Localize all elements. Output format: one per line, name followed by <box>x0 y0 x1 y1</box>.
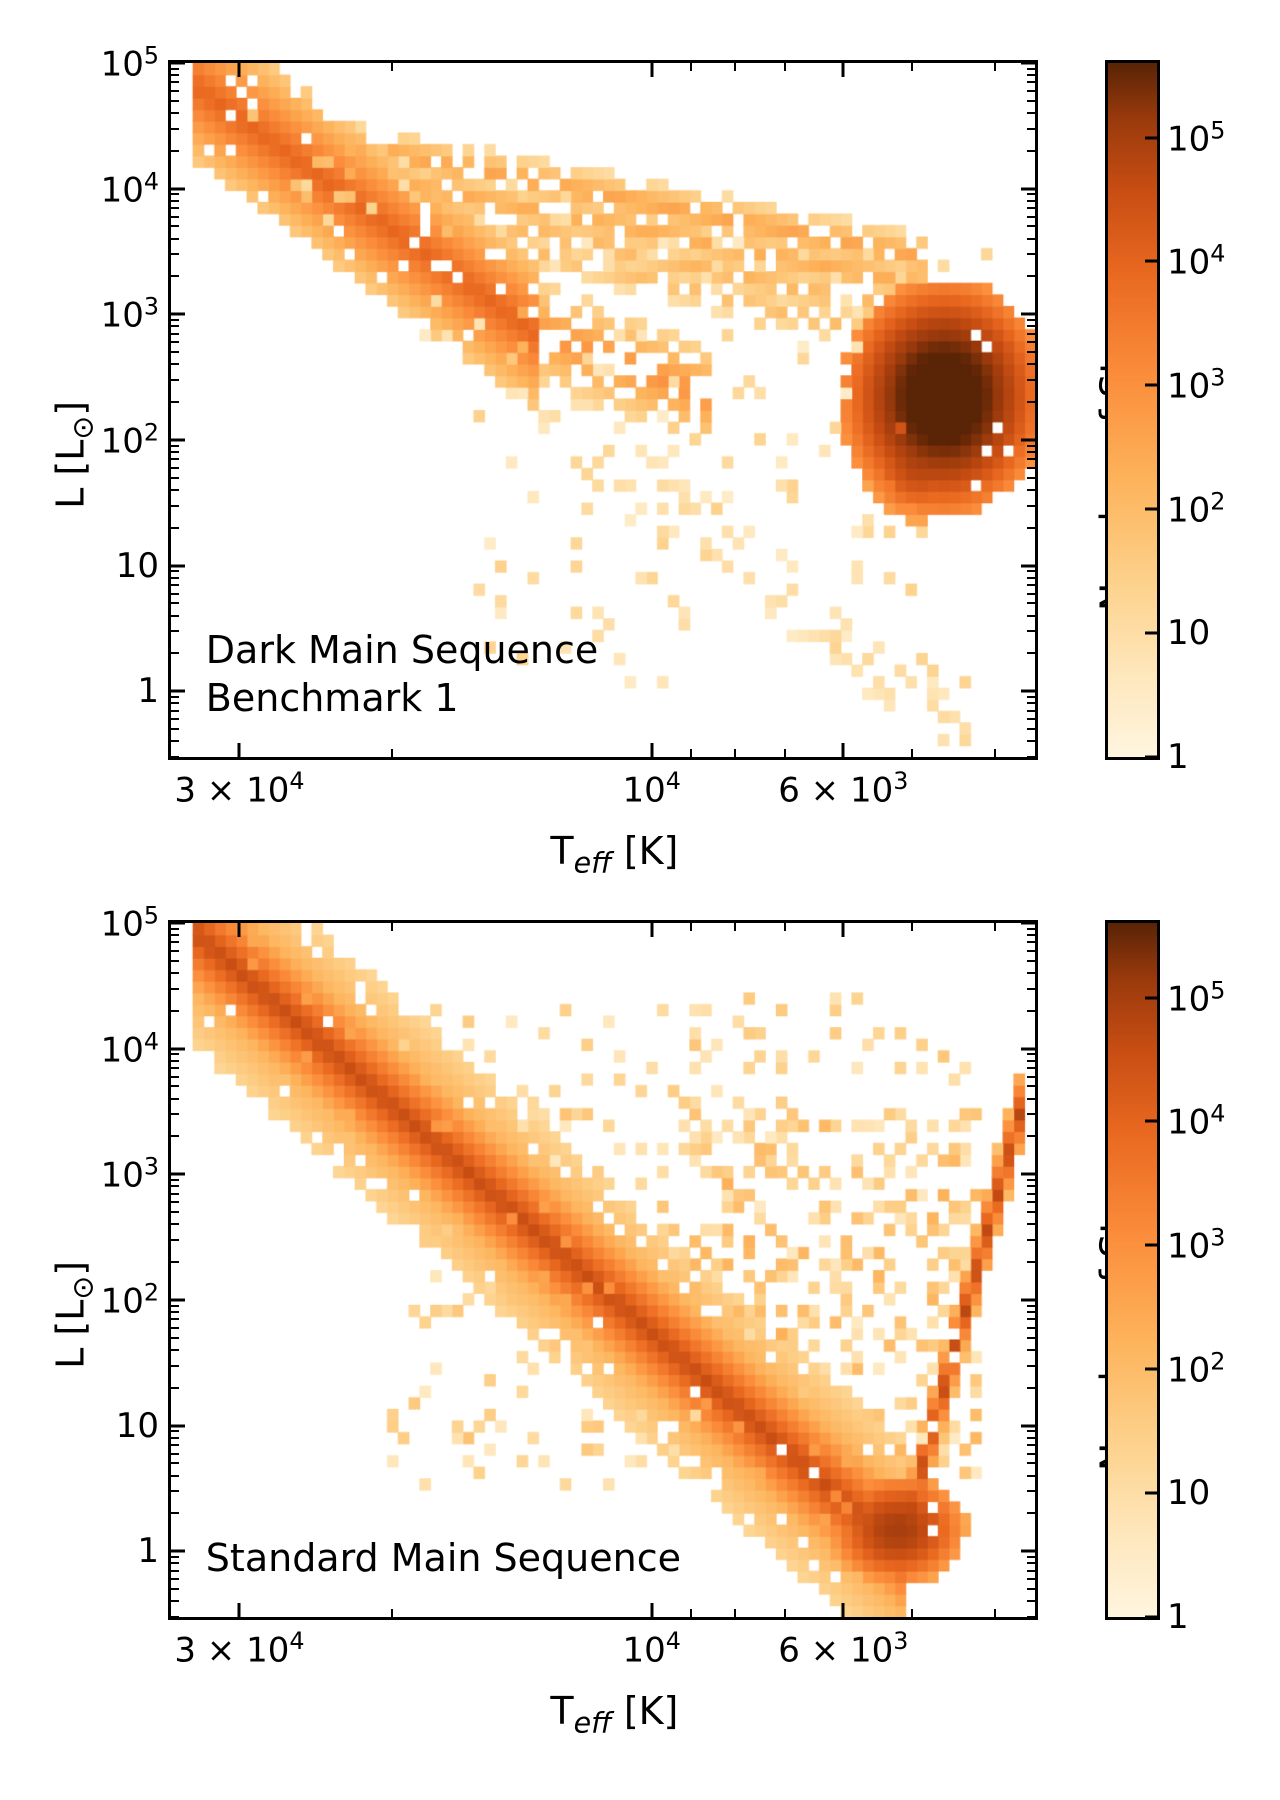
heatmap-canvas <box>171 923 1035 1617</box>
y-tick-label: 103 <box>101 293 171 336</box>
y-tick-label: 103 <box>101 1153 171 1196</box>
y-tick-label: 1 <box>137 1531 171 1571</box>
x-tick-label: 6 × 103 <box>778 1617 908 1670</box>
colorbar-tick-label: 104 <box>1157 240 1225 283</box>
panel-std: L [L⊙]Teff [K]Number of Stars11010210310… <box>20 900 1260 1740</box>
colorbar-tick-label: 104 <box>1157 1100 1225 1143</box>
colorbar-tick-label: 10 <box>1157 613 1210 653</box>
y-tick-label: 105 <box>101 901 171 944</box>
x-tick-label: 104 <box>622 1617 680 1670</box>
plot-area: 1101021031041053 × 1041046 × 103Standard… <box>168 920 1038 1620</box>
x-tick-label: 104 <box>622 757 680 810</box>
colorbar-canvas <box>1108 63 1157 757</box>
plot-area: 1101021031041053 × 1041046 × 103Dark Mai… <box>168 60 1038 760</box>
y-axis-label: L [L⊙] <box>49 1261 100 1369</box>
y-tick-label: 1 <box>137 671 171 711</box>
y-axis-label: L [L⊙] <box>49 401 100 509</box>
x-tick-label: 6 × 103 <box>778 757 908 810</box>
colorbar-tick-label: 102 <box>1157 1348 1225 1391</box>
x-axis-label: Teff [K] <box>550 1689 678 1740</box>
colorbar: 110102103104105 <box>1105 60 1160 760</box>
colorbar-tick-label: 1 <box>1157 1597 1189 1637</box>
colorbar-tick-label: 105 <box>1157 116 1225 159</box>
panel-annotation: Dark Main Sequence Benchmark 1 <box>206 627 599 722</box>
colorbar-canvas <box>1108 923 1157 1617</box>
colorbar-tick-label: 102 <box>1157 488 1225 531</box>
panel-annotation: Standard Main Sequence <box>206 1535 681 1583</box>
y-tick-label: 102 <box>101 418 171 461</box>
y-tick-label: 104 <box>101 167 171 210</box>
colorbar-tick-label: 10 <box>1157 1473 1210 1513</box>
colorbar: 110102103104105 <box>1105 920 1160 1620</box>
x-tick-label: 3 × 104 <box>174 757 304 810</box>
colorbar-tick-label: 1 <box>1157 737 1189 777</box>
colorbar-tick-label: 103 <box>1157 364 1225 407</box>
x-axis-label: Teff [K] <box>550 829 678 880</box>
colorbar-tick-label: 103 <box>1157 1224 1225 1267</box>
y-tick-label: 104 <box>101 1027 171 1070</box>
y-tick-label: 105 <box>101 41 171 84</box>
x-tick-label: 3 × 104 <box>174 1617 304 1670</box>
figure: L [L⊙]Teff [K]Number of Stars11010210310… <box>20 40 1260 1740</box>
y-tick-label: 10 <box>116 546 171 586</box>
panel-dark: L [L⊙]Teff [K]Number of Stars11010210310… <box>20 40 1260 880</box>
y-tick-label: 102 <box>101 1278 171 1321</box>
y-tick-label: 10 <box>116 1406 171 1446</box>
colorbar-tick-label: 105 <box>1157 976 1225 1019</box>
